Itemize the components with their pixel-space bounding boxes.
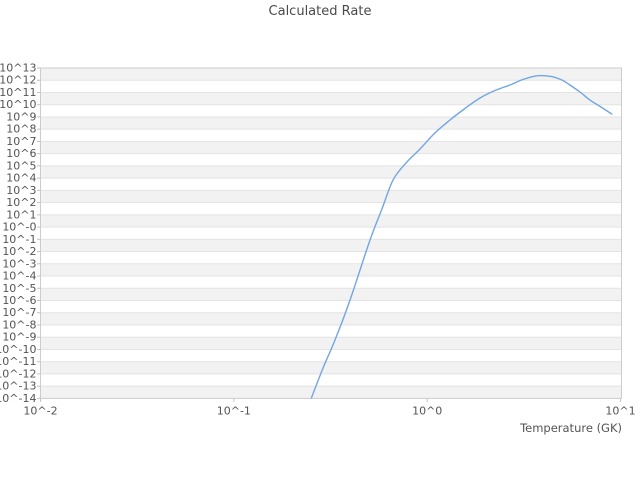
y-tick-label: 10^-14 [0, 392, 37, 405]
grid-bands [40, 68, 622, 399]
y-tick-label: 10^-10 [0, 343, 37, 356]
y-tick-label: 10^12 [0, 74, 37, 87]
plot-border [40, 67, 622, 399]
x-axis-title: Temperature (GK) [520, 421, 622, 435]
y-tick-label: 10^-3 [2, 257, 36, 270]
y-tick-label: 10^7 [6, 135, 36, 148]
rate-curve-line [310, 74, 613, 399]
x-tick-label: 10^0 [412, 404, 442, 417]
y-tick-label: 10^-8 [2, 318, 36, 331]
decade-band [40, 239, 622, 252]
decade-band [40, 386, 622, 399]
y-tick-label: 10^10 [0, 98, 37, 111]
y-axis-labels: 10^1310^1210^1110^1010^910^810^710^610^5… [0, 62, 37, 405]
y-tick-label: 10^-1 [2, 233, 36, 246]
x-tick-label: 10^-1 [217, 404, 251, 417]
chart-title: Calculated Rate [268, 4, 372, 19]
y-tick-label: 10^6 [6, 147, 36, 160]
grid-lines [40, 79, 622, 387]
y-tick-label: 10^-9 [2, 331, 36, 344]
x-axis-labels: 10^-2 10^-1 10^0 10^1 [23, 404, 635, 417]
decade-band [40, 337, 622, 350]
y-tick-label: 10^-11 [0, 355, 37, 368]
y-tick-label: 10^13 [0, 62, 37, 75]
x-tick-label: 10^-2 [23, 404, 57, 417]
decade-band [40, 312, 622, 325]
x-tick-label: 10^1 [605, 404, 635, 417]
y-tick-label: 10^8 [6, 123, 36, 136]
y-tick-label: 10^5 [6, 159, 36, 172]
decade-band [40, 263, 622, 277]
axis-ticks [37, 67, 622, 402]
decade-band [40, 116, 622, 130]
y-tick-label: 10^-13 [0, 380, 37, 393]
y-tick-label: 10^1 [6, 208, 36, 221]
decade-band [40, 288, 622, 301]
y-tick-label: 10^3 [6, 184, 36, 197]
decade-band [40, 165, 622, 179]
y-tick-label: 10^4 [6, 172, 36, 185]
y-tick-label: 10^9 [6, 110, 36, 123]
y-tick-label: 10^-4 [2, 270, 36, 283]
y-tick-label: 10^-5 [2, 282, 36, 295]
y-tick-label: 10^2 [6, 196, 36, 209]
decade-band [40, 361, 622, 374]
y-tick-label: 10^-2 [2, 245, 36, 258]
y-tick-label: 10^11 [0, 86, 37, 99]
decade-band [40, 92, 622, 105]
y-tick-label: 10^-12 [0, 367, 37, 380]
decade-band [40, 190, 622, 203]
decade-band [40, 214, 622, 228]
y-tick-label: 10^-0 [2, 221, 36, 234]
y-tick-label: 10^-7 [2, 306, 36, 319]
y-tick-label: 10^-6 [2, 294, 36, 307]
decade-band [40, 68, 622, 81]
decade-band [40, 141, 622, 154]
